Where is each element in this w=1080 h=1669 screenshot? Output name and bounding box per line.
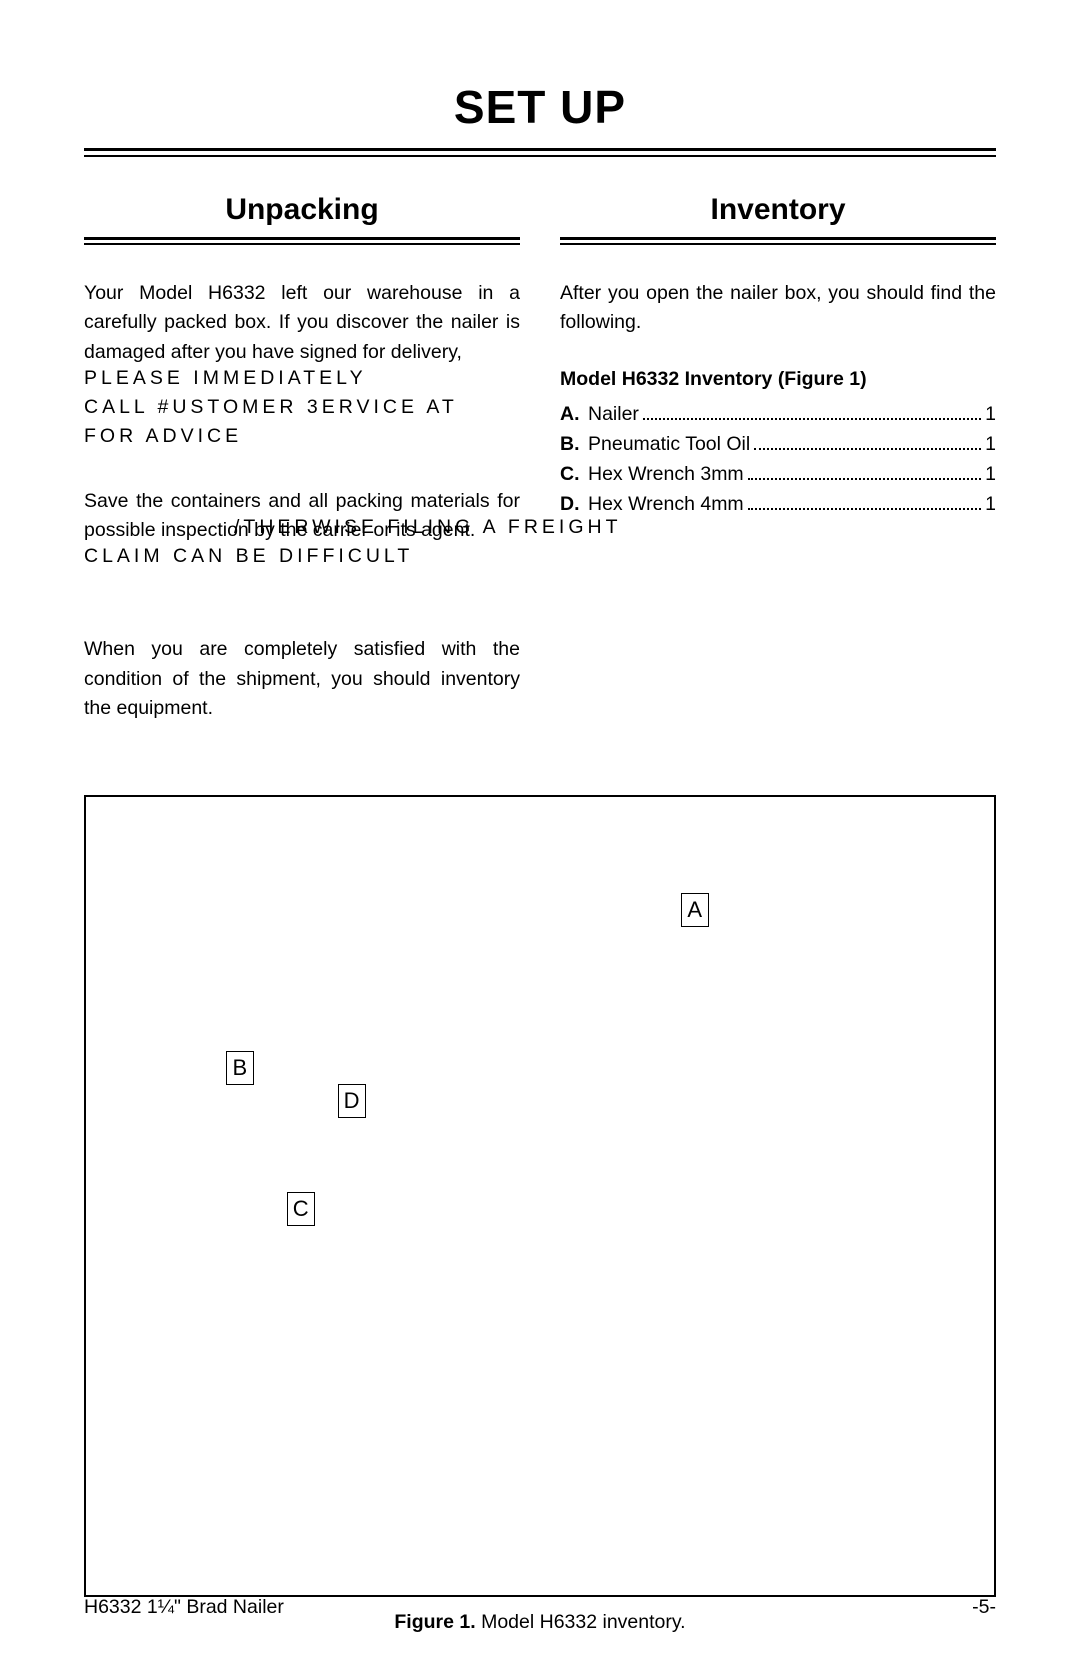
page-footer: H6332 1¼" Brad Nailer -5-	[84, 1596, 996, 1619]
leader-dots	[754, 432, 981, 450]
figure-box: A B C D	[84, 795, 996, 1597]
inventory-label: Nailer	[588, 399, 639, 429]
inventory-intro: After you open the nailer box, you shoul…	[560, 279, 996, 338]
inventory-row-b: B. Pneumatic Tool Oil 1	[560, 429, 996, 459]
inventory-qty: 1	[985, 399, 996, 429]
unpacking-column: Unpacking Your Model H6332 left our ware…	[84, 193, 520, 753]
inventory-letter: C.	[560, 459, 588, 489]
inventory-column: Inventory After you open the nailer box,…	[560, 193, 996, 753]
inventory-rule	[560, 237, 996, 245]
page: SET UP Unpacking Your Model H6332 left o…	[0, 0, 1080, 1669]
inventory-letter: D.	[560, 489, 588, 519]
unpacking-para-2: Save the containers and all packing mate…	[84, 487, 520, 606]
callout-a: A	[681, 893, 709, 927]
unpacking-p2-caps-line2: CLAIM CAN BE DIFFICULT	[84, 545, 413, 568]
two-column-layout: Unpacking Your Model H6332 left our ware…	[84, 193, 996, 753]
inventory-label: Pneumatic Tool Oil	[588, 429, 750, 459]
inventory-heading: Inventory	[560, 193, 996, 227]
callout-b: B	[226, 1051, 254, 1085]
callout-d: D	[338, 1084, 366, 1118]
unpacking-rule	[84, 237, 520, 245]
leader-dots	[748, 493, 981, 511]
unpacking-para-3: When you are completely satisfied with t…	[84, 635, 520, 723]
unpacking-heading: Unpacking	[84, 193, 520, 227]
unpacking-p1-caps-line3: FOR ADVICE	[84, 425, 242, 448]
inventory-row-a: A. Nailer 1	[560, 399, 996, 429]
footer-right: -5-	[972, 1596, 996, 1619]
inventory-letter: B.	[560, 429, 588, 459]
unpacking-p1-leadin: Your Model H6332 left our warehouse in a…	[84, 279, 520, 367]
inventory-label: Hex Wrench 3mm	[588, 459, 744, 489]
inventory-row-d: D. Hex Wrench 4mm 1	[560, 489, 996, 519]
leader-dots	[643, 402, 981, 420]
unpacking-para-1: Your Model H6332 left our warehouse in a…	[84, 279, 520, 457]
inventory-label: Hex Wrench 4mm	[588, 489, 744, 519]
title-rule	[84, 148, 996, 157]
page-title: SET UP	[84, 80, 996, 134]
footer-left: H6332 1¼" Brad Nailer	[84, 1596, 284, 1619]
unpacking-p1-caps-line1: PLEASE IMMEDIATELY	[84, 367, 367, 390]
inventory-list-title: Model H6332 Inventory (Figure 1)	[560, 368, 996, 391]
inventory-qty: 1	[985, 459, 996, 489]
inventory-qty: 1	[985, 489, 996, 519]
callout-c: C	[287, 1192, 315, 1226]
leader-dots	[748, 462, 981, 480]
inventory-row-c: C. Hex Wrench 3mm 1	[560, 459, 996, 489]
inventory-letter: A.	[560, 399, 588, 429]
unpacking-p1-caps-line2: CALL #USTOMER 3ERVICE AT	[84, 396, 458, 419]
inventory-qty: 1	[985, 429, 996, 459]
